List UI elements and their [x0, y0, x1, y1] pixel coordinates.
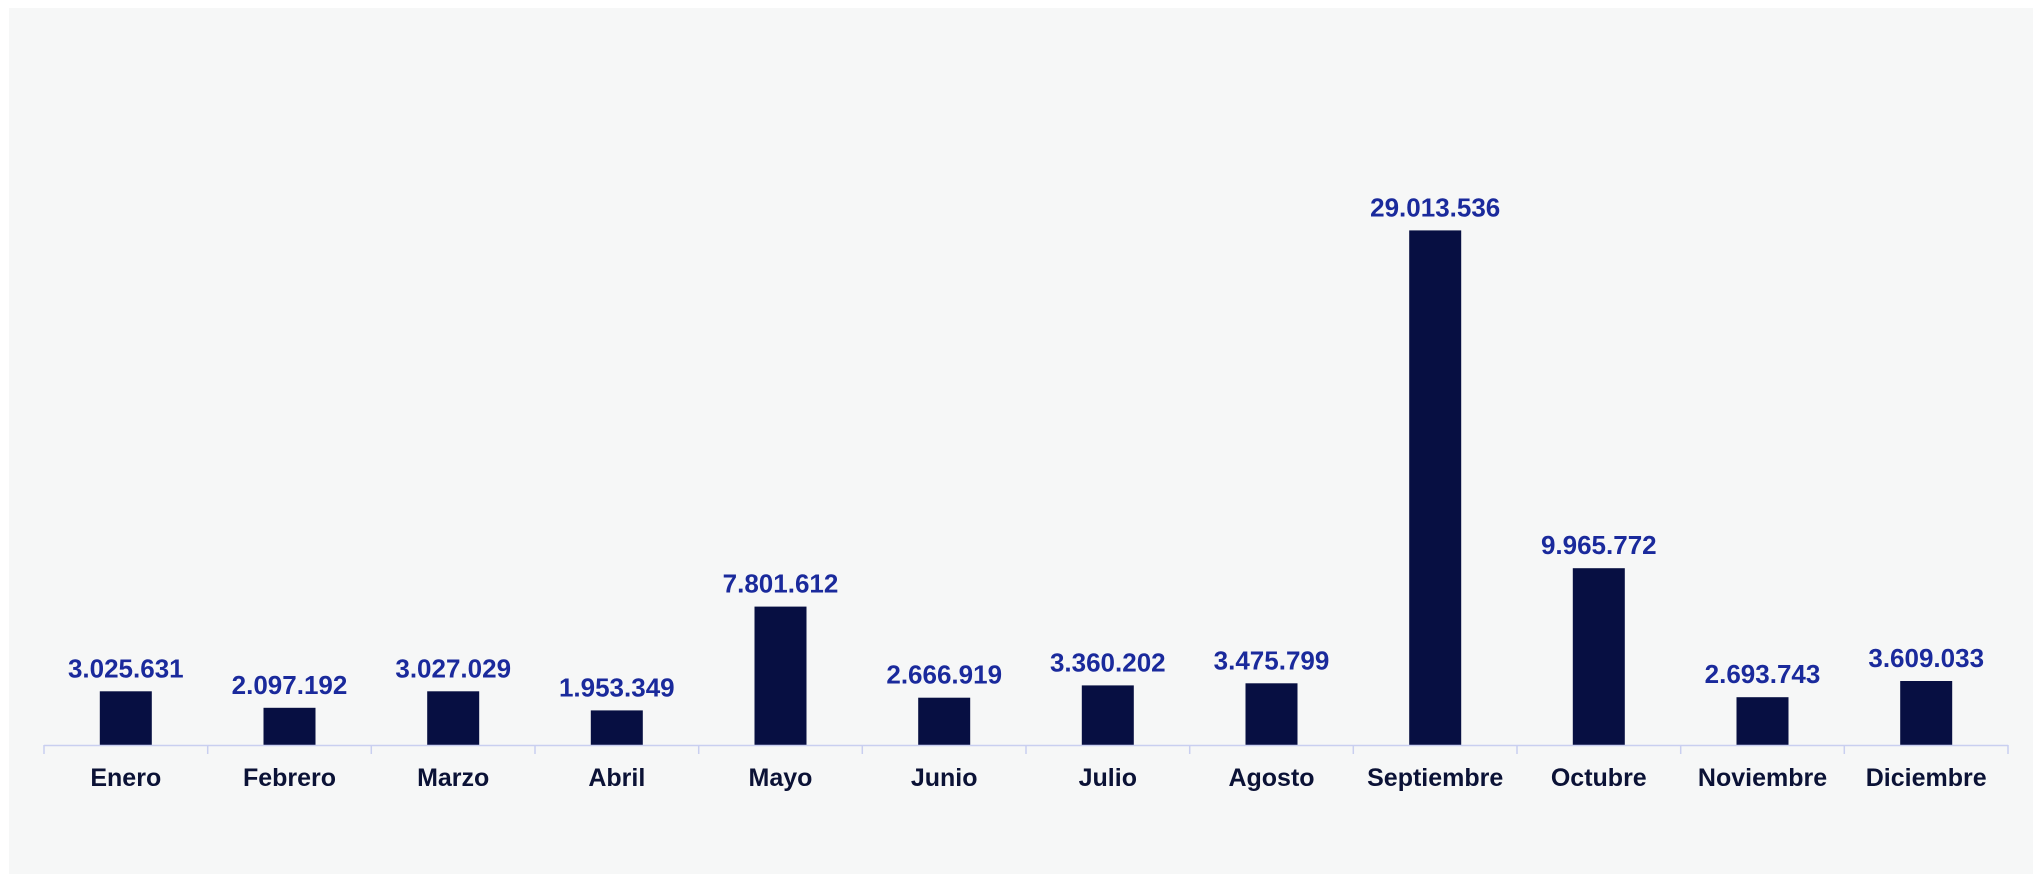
- value-label-agosto: 3.475.799: [1214, 645, 1330, 675]
- bar-septiembre: [1409, 230, 1462, 745]
- category-label-marzo: Marzo: [417, 764, 489, 792]
- bar-diciembre: [1900, 681, 1953, 745]
- value-label-abril: 1.953.349: [559, 672, 675, 702]
- value-label-noviembre: 2.693.743: [1705, 659, 1821, 689]
- category-label-junio: Junio: [911, 764, 978, 792]
- category-labels-group: Enero Febrero Marzo Abril Mayo Junio Julio Agos…: [90, 764, 1986, 792]
- category-label-noviembre: Noviembre: [1698, 764, 1827, 792]
- bar-mayo: [754, 606, 807, 745]
- bar-febrero: [263, 707, 316, 745]
- bar-abril: [590, 710, 643, 745]
- value-label-febrero: 2.097.192: [232, 670, 348, 700]
- value-labels-group: 3.025.631 2.097.192 3.027.029 1.953.349 7.80…: [68, 192, 1984, 702]
- bar-agosto: [1245, 683, 1298, 745]
- category-label-septiembre: Septiembre: [1367, 764, 1503, 792]
- value-label-junio: 2.666.919: [886, 660, 1002, 690]
- bar-octubre: [1572, 568, 1625, 745]
- category-label-mayo: Mayo: [749, 764, 813, 792]
- x-axis-ticks-group: [43, 745, 2009, 754]
- bar-junio: [918, 697, 971, 745]
- value-label-marzo: 3.027.029: [395, 653, 511, 683]
- bar-enero: [99, 691, 152, 745]
- value-label-julio: 3.360.202: [1050, 647, 1166, 677]
- bar-julio: [1081, 685, 1134, 745]
- category-label-diciembre: Diciembre: [1866, 764, 1987, 792]
- value-label-octubre: 9.965.772: [1541, 530, 1657, 560]
- category-label-enero: Enero: [90, 764, 161, 792]
- value-label-enero: 3.025.631: [68, 653, 184, 683]
- bars-group: [99, 230, 1953, 745]
- value-label-septiembre: 29.013.536: [1370, 192, 1500, 222]
- value-label-mayo: 7.801.612: [723, 569, 839, 599]
- category-label-octubre: Octubre: [1551, 764, 1647, 792]
- bar-marzo: [427, 691, 480, 745]
- category-label-julio: Julio: [1079, 764, 1137, 792]
- category-label-agosto: Agosto: [1228, 764, 1314, 792]
- value-label-diciembre: 3.609.033: [1868, 643, 1984, 673]
- category-label-abril: Abril: [588, 764, 645, 792]
- category-label-febrero: Febrero: [243, 764, 336, 792]
- bar-noviembre: [1736, 697, 1789, 745]
- chart-panel: [9, 8, 2033, 874]
